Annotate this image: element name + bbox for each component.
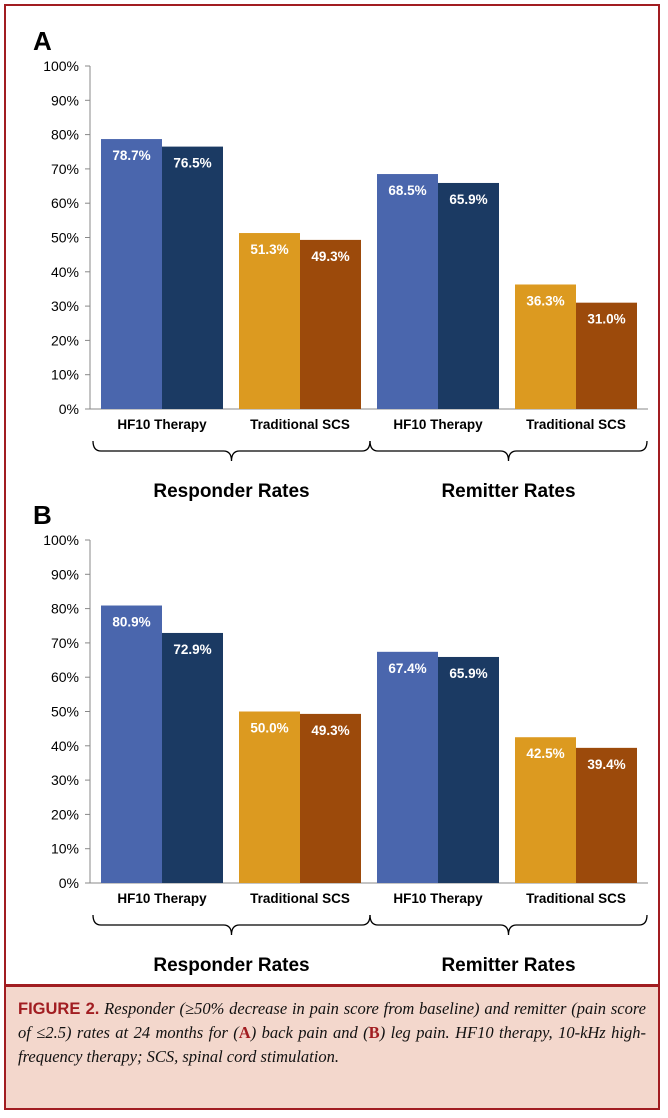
category-label-b: Traditional SCS (526, 891, 626, 906)
category-label-a: Traditional SCS (250, 417, 350, 432)
bar-b-6 (515, 737, 576, 883)
y-tick-label-b: 60% (51, 669, 79, 685)
data-label-b: 49.3% (311, 723, 349, 738)
data-label-a: 78.7% (112, 148, 150, 163)
data-label-a: 31.0% (587, 312, 625, 327)
y-tick-label-b: 50% (51, 704, 79, 720)
y-tick-label-a: 40% (51, 264, 79, 280)
bar-b-7 (576, 747, 637, 883)
bar-a-0 (101, 139, 162, 409)
y-tick-label-b: 20% (51, 806, 79, 822)
panel-letter-b: B (33, 500, 52, 530)
caption-panel-a: A (238, 1023, 251, 1042)
group-label-a: Remitter Rates (441, 481, 575, 502)
y-tick-label-b: 100% (43, 532, 79, 548)
category-label-b: HF10 Therapy (117, 891, 207, 906)
caption-text-3: ) leg pain. HF10 therapy, 10-kHz high-fr… (18, 1023, 646, 1066)
group-brace-b (369, 914, 648, 936)
y-tick-label-a: 80% (51, 127, 79, 143)
category-label-a: HF10 Therapy (117, 417, 207, 432)
category-label-a: Traditional SCS (526, 417, 626, 432)
category-label-a: HF10 Therapy (393, 417, 483, 432)
caption-panel-b: B (368, 1023, 380, 1042)
data-label-a: 65.9% (449, 192, 487, 207)
bar-a-4 (377, 174, 438, 409)
data-label-a: 68.5% (388, 183, 426, 198)
bar-b-0 (101, 605, 162, 883)
y-tick-label-a: 20% (51, 332, 79, 348)
y-tick-label-b: 40% (51, 738, 79, 754)
data-label-b: 50.0% (250, 721, 288, 736)
bar-b-3 (300, 713, 361, 883)
data-label-b: 72.9% (173, 642, 211, 657)
bar-a-3 (300, 239, 361, 409)
bar-b-2 (239, 711, 300, 883)
bar-a-6 (515, 284, 576, 409)
bar-b-4 (377, 651, 438, 883)
caption-divider (6, 984, 658, 987)
y-tick-label-b: 30% (51, 772, 79, 788)
data-label-a: 76.5% (173, 156, 211, 171)
y-tick-label-a: 0% (59, 401, 79, 417)
group-label-b: Remitter Rates (441, 955, 575, 976)
data-label-a: 49.3% (311, 249, 349, 264)
caption-box: FIGURE 2. Responder (≥50% decrease in pa… (6, 987, 658, 1108)
group-label-a: Responder Rates (153, 481, 309, 502)
chart-figure: A 0% 10% 20% 30% 40% 50% 60% 70% 80% 90% 100% 78.7% 7… (33, 26, 648, 976)
bar-a-7 (576, 302, 637, 409)
bar-a-2 (239, 233, 300, 409)
category-label-b: HF10 Therapy (393, 891, 483, 906)
caption-text-2: ) back pain and ( (250, 1023, 369, 1042)
data-label-b: 67.4% (388, 661, 426, 676)
group-brace-a (369, 440, 648, 462)
group-label-b: Responder Rates (153, 955, 309, 976)
y-tick-label-a: 30% (51, 298, 79, 314)
data-label-a: 51.3% (250, 242, 288, 257)
figure-label: FIGURE 2. (18, 1000, 100, 1018)
y-tick-label-a: 60% (51, 195, 79, 211)
y-tick-label-a: 90% (51, 92, 79, 108)
y-tick-label-a: 70% (51, 161, 79, 177)
data-label-b: 80.9% (112, 615, 150, 630)
data-label-b: 39.4% (587, 757, 625, 772)
data-label-b: 65.9% (449, 666, 487, 681)
bar-a-5 (438, 182, 499, 409)
bar-b-1 (162, 632, 223, 883)
figure-caption: FIGURE 2. Responder (≥50% decrease in pa… (18, 997, 646, 1069)
y-tick-label-b: 90% (51, 566, 79, 582)
bar-b-5 (438, 656, 499, 883)
y-tick-label-b: 80% (51, 601, 79, 617)
bar-a-1 (162, 146, 223, 410)
y-tick-label-a: 10% (51, 367, 79, 383)
y-tick-label-a: 50% (51, 230, 79, 246)
group-brace-a (92, 440, 371, 462)
category-label-b: Traditional SCS (250, 891, 350, 906)
group-brace-b (92, 914, 371, 936)
data-label-a: 36.3% (526, 293, 564, 308)
y-tick-label-b: 70% (51, 635, 79, 651)
caption-text-1: Responder (≥50% decrease in pain score f… (18, 999, 646, 1042)
data-label-b: 42.5% (526, 746, 564, 761)
y-tick-label-a: 100% (43, 58, 79, 74)
y-tick-label-b: 10% (51, 841, 79, 857)
y-tick-label-b: 0% (59, 875, 79, 891)
panel-letter-a: A (33, 26, 52, 56)
